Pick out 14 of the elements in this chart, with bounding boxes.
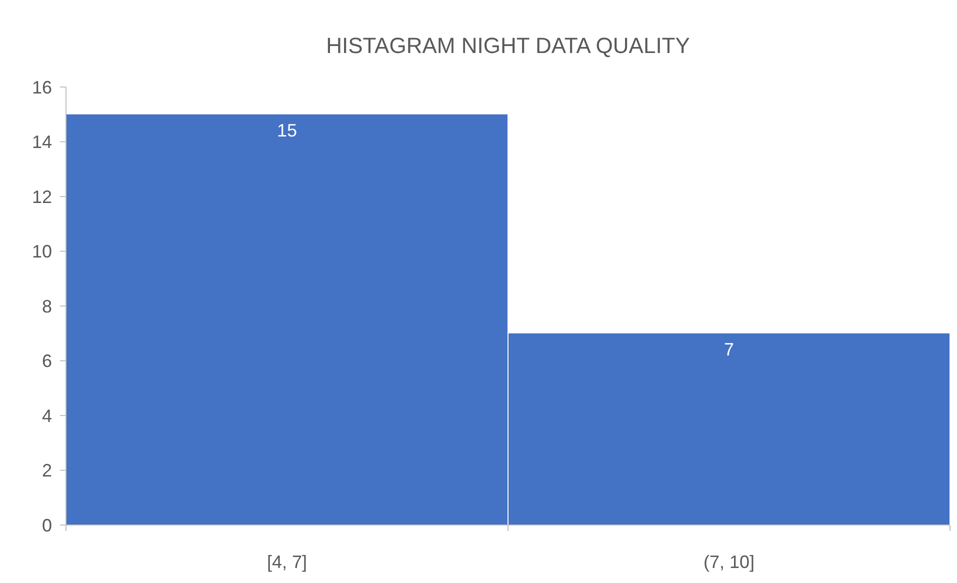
- x-tick-label: [4, 7]: [266, 552, 308, 572]
- y-tick-label: 16: [32, 77, 52, 98]
- y-tick-label: 14: [32, 132, 52, 152]
- y-tick-label: 10: [32, 242, 52, 262]
- y-tick-label: 12: [32, 186, 52, 207]
- chart-title: HISTAGRAM NIGHT DATA QUALITY: [326, 33, 690, 58]
- y-tick-label: 8: [42, 296, 52, 316]
- y-tick-label: 6: [42, 351, 52, 372]
- data-label: 7: [724, 339, 734, 360]
- x-tick-label: (7, 10]: [703, 552, 755, 572]
- y-tick-label: 0: [42, 515, 52, 536]
- y-tick-label: 4: [42, 406, 52, 426]
- data-label: 15: [276, 120, 298, 140]
- y-tick-label: 2: [42, 460, 52, 481]
